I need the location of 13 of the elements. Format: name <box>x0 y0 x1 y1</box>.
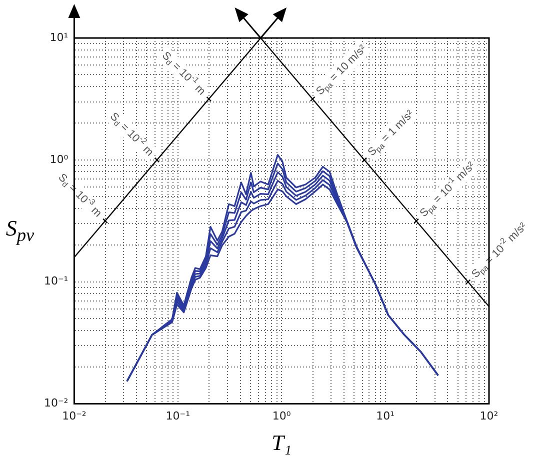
y-tick-label: 10⁰ <box>50 152 69 166</box>
x-tick-label: 10² <box>480 409 498 422</box>
y-tick-label: 10¹ <box>50 30 68 44</box>
x-tick-label: 10⁰ <box>272 409 292 422</box>
annotation: Sd = 10-1 m <box>159 50 208 98</box>
x-axis-title: T₁ <box>272 430 292 455</box>
x-tick-label: 10¹ <box>376 409 395 422</box>
y-axis-title: S$_{pv}$ <box>6 216 34 245</box>
x-tick-label: 10⁻² <box>62 409 86 422</box>
x-tick-label: 10⁻¹ <box>166 409 190 422</box>
annotation: Sd = 10-2 m <box>108 110 156 159</box>
y-tick-label: 10⁻¹ <box>44 274 68 288</box>
y-tick-label: 10⁻² <box>44 396 68 410</box>
